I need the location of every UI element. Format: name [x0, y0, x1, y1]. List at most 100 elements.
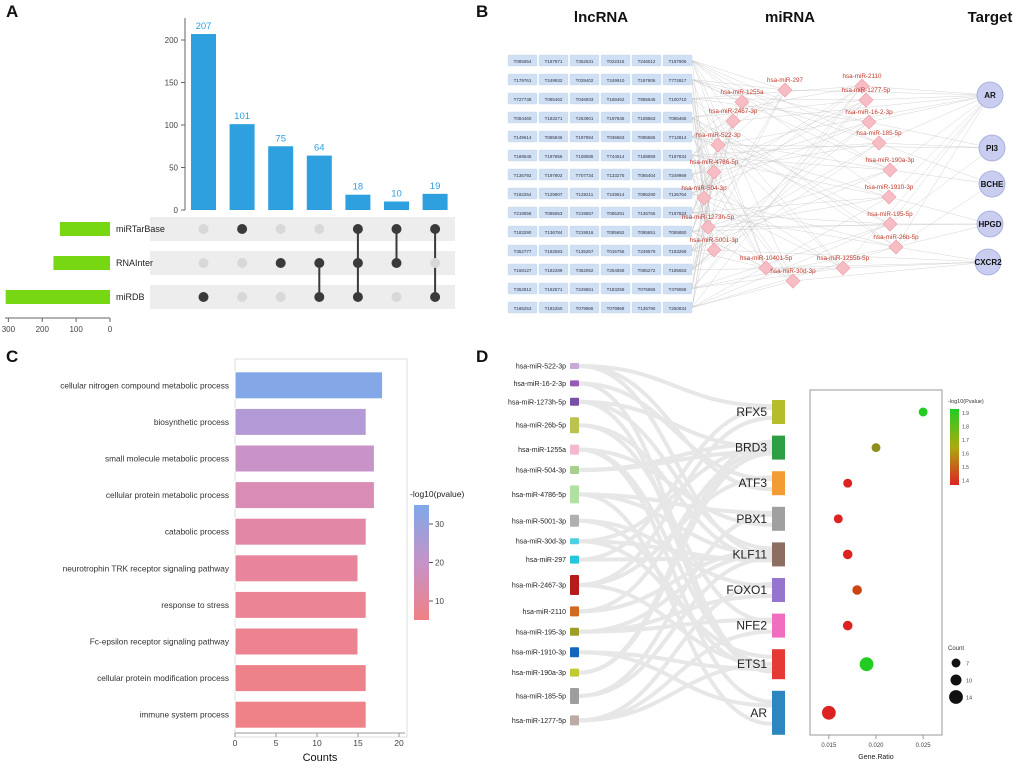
lncrna-label: T182583 — [545, 249, 563, 254]
lncrna-label: T183290 — [514, 230, 532, 235]
set-size-bar — [59, 222, 110, 236]
lncrna-label: T479068 — [669, 287, 687, 292]
target-node — [978, 170, 1006, 198]
x-axis-title: Counts — [303, 752, 338, 764]
mirna-sankey-node — [570, 485, 579, 504]
lncrna-label: T168127 — [514, 268, 532, 273]
lncrna-label: T182571 — [545, 287, 563, 292]
sankey-ribbon — [578, 650, 773, 672]
lncrna-mirna-edge — [691, 226, 709, 270]
lncrna-label: T352052 — [576, 268, 594, 273]
lncrna-mirna-edge — [691, 60, 715, 251]
lncrna-mirna-edge — [691, 142, 880, 156]
mirna-target-edge — [868, 121, 993, 149]
mirna-sankey-label: hsa-miR-185-5p — [516, 694, 566, 701]
mirna-label: hsa-miR-195-5p — [867, 211, 913, 218]
lncrna-node — [662, 54, 693, 67]
lncrna-label: T085565 — [638, 135, 656, 140]
bar-value-label: 10 — [391, 189, 402, 200]
sankey-ribbon — [578, 445, 773, 544]
combo-dot-active — [352, 258, 363, 268]
mirna-sankey-label: hsa-miR-26b-5p — [516, 423, 566, 430]
sankey-ribbon — [578, 449, 773, 472]
gene-node — [772, 690, 785, 735]
y-tick-label: 0 — [174, 206, 179, 215]
set-axis-label: 100 — [69, 325, 83, 334]
lncrna-mirna-edge — [691, 169, 891, 251]
dot-size-legend-label: 7 — [966, 662, 969, 668]
lncrna-node — [600, 263, 631, 276]
mirna-sankey-label: hsa-miR-195-3p — [516, 629, 566, 636]
dot-color-legend-title: -log10(Pvalue) — [948, 399, 984, 405]
target-label: PI3 — [986, 144, 999, 153]
dot-size-legend-label: 10 — [966, 679, 972, 685]
intersection-bar — [268, 146, 294, 210]
mirna-sankey-label: hsa-miR-2467-3p — [512, 583, 566, 590]
lncrna-mirna-edge — [691, 171, 715, 289]
go-category-label: biosynthetic process — [154, 417, 229, 427]
mirna-label: hsa-miR-504-3p — [681, 185, 727, 192]
lncrna-node — [569, 149, 600, 162]
go-barchart-host: cellular nitrogen compound metabolic pro… — [0, 345, 470, 768]
lncrna-mirna-edge — [691, 212, 897, 248]
mirna-sankey-node — [570, 575, 579, 595]
lncrna-label: T188645 — [514, 154, 532, 159]
lncrna-mirna-edge — [691, 280, 794, 308]
lncrna-label: T197845 — [607, 116, 625, 121]
lncrna-node — [600, 301, 631, 314]
combo-dot-active — [352, 292, 363, 302]
mirna-sankey-node — [570, 538, 579, 545]
mirna-label: hsa-miR-4786-5p — [690, 159, 739, 166]
sankey-ribbon — [578, 548, 773, 614]
lncrna-mirna-edge — [691, 85, 863, 99]
target-node — [974, 248, 1002, 276]
mirna-sankey-label: hsa-miR-1277-5p — [512, 718, 566, 725]
lncrna-node — [631, 187, 662, 200]
lncrna-mirna-edge — [691, 144, 719, 213]
lncrna-node — [600, 111, 631, 124]
gene-node — [772, 471, 785, 496]
sankey-ribbon — [578, 447, 773, 527]
mirna-node — [861, 114, 877, 130]
gene-label: ETS1 — [737, 657, 767, 671]
mirna-target-edge — [765, 261, 989, 269]
lncrna-node — [538, 244, 569, 257]
x-tick-label: 5 — [274, 738, 279, 748]
sankey-dotplot-host: hsa-miR-522-3p hsa-miR-16-2-3p hsa-miR-127… — [470, 345, 1020, 768]
lncrna-mirna-edge — [691, 197, 705, 270]
mirna-target-edge — [717, 144, 993, 149]
panel-d-sankey-dotplot: D hsa-miR-522-3p hsa-miR-16-2-3p hsa-miR-1… — [470, 345, 1020, 768]
lncrna-mirna-edge — [691, 246, 897, 289]
mirna-target-edge — [895, 223, 991, 248]
sankey-ribbon — [578, 399, 773, 450]
mirna-node — [785, 273, 801, 289]
legend-tick-label: 30 — [435, 520, 444, 529]
lncrna-node — [600, 54, 631, 67]
sankey-ribbon — [578, 594, 773, 634]
go-category-label: catabolic process — [165, 527, 229, 537]
sankey-ribbon — [578, 399, 773, 551]
dotplot-point — [871, 443, 881, 453]
gene-label: PBX1 — [736, 512, 767, 526]
intersection-bar — [306, 155, 332, 210]
lncrna-label: T249932 — [545, 78, 563, 83]
lncrna-label: T707734 — [576, 173, 594, 178]
sankey-ribbon — [578, 512, 773, 698]
mirna-label: hsa-miR-1277-5p — [842, 87, 891, 94]
lncrna-node — [538, 73, 569, 86]
lncrna-mirna-edge — [691, 60, 890, 198]
lncrna-mirna-edge — [691, 223, 891, 289]
column-header: miRNA — [765, 9, 815, 26]
dot-color-legend-label: 1.6 — [962, 452, 969, 458]
mirna-label: hsa-miR-1910-3p — [865, 184, 914, 191]
lncrna-node — [631, 244, 662, 257]
legend-gradient-bar — [414, 505, 429, 620]
lncrna-mirna-edge — [691, 120, 734, 308]
mirna-sankey-node — [570, 555, 579, 564]
sankey-ribbon — [578, 492, 773, 515]
set-size-bar — [5, 290, 110, 304]
lncrna-mirna-edge — [691, 136, 891, 171]
lncrna-node — [662, 111, 693, 124]
mirna-label: hsa-miR-16-2-3p — [845, 109, 893, 116]
mirna-node — [881, 189, 897, 205]
